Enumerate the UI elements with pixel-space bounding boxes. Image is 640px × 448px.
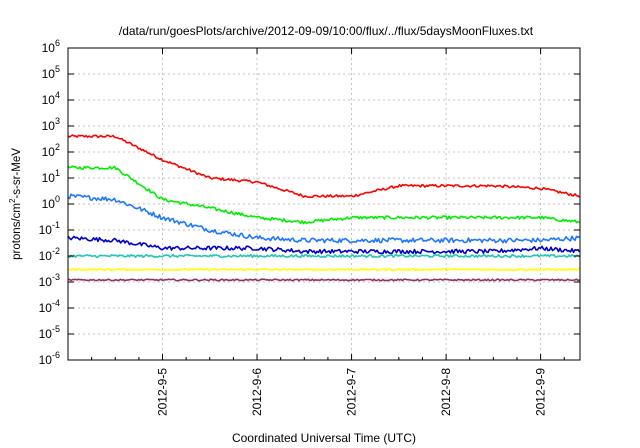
y-tick-label-exp: 5	[55, 64, 60, 74]
x-tick-label: 2012-9-9	[534, 368, 548, 416]
y-axis-label-base: protons/cm	[11, 203, 23, 260]
y-tick-label: 10-6	[39, 350, 60, 367]
y-tick-label: 10-2	[39, 246, 60, 263]
y-axis-label: protons/cm2-s-sr-MeV	[8, 148, 23, 260]
grid	[68, 48, 580, 360]
x-tick-label: 2012-9-8	[439, 368, 453, 416]
x-tick-label: 2012-9-6	[250, 368, 264, 416]
y-tick-label-base: 10	[39, 327, 53, 341]
y-tick-label-exp: -4	[52, 298, 60, 308]
chart-title: /data/run/goesPlots/archive/2012-09-09/1…	[119, 24, 534, 38]
series-line	[67, 253, 580, 259]
y-tick-label-exp: 2	[55, 142, 60, 152]
y-tick-label: 103	[42, 116, 60, 133]
y-tick-label: 106	[42, 38, 60, 55]
y-tick-label-exp: -2	[52, 246, 60, 256]
y-tick-label-base: 10	[42, 119, 56, 133]
series-line	[67, 235, 581, 255]
y-tick-label-base: 10	[39, 301, 53, 315]
series-line	[67, 165, 580, 225]
y-tick-label-exp: 6	[55, 38, 60, 48]
series-line	[67, 267, 580, 272]
y-tick-label: 101	[42, 168, 60, 185]
y-tick-label: 10-3	[39, 272, 60, 289]
y-tick-label: 102	[42, 142, 60, 159]
y-axis-label-sup: 2	[8, 198, 17, 203]
y-tick-label-exp: 1	[55, 168, 60, 178]
y-tick-label-base: 10	[42, 67, 56, 81]
y-tick-label: 104	[42, 90, 60, 107]
y-tick-label-exp: 3	[55, 116, 60, 126]
y-tick-label: 10-5	[39, 324, 60, 341]
y-tick-label-base: 10	[42, 41, 56, 55]
y-tick-label-base: 10	[39, 223, 53, 237]
y-tick-label-exp: -5	[52, 324, 60, 334]
y-tick-label-base: 10	[42, 197, 56, 211]
y-tick-label-exp: -1	[52, 220, 60, 230]
y-tick-label-exp: -6	[52, 350, 60, 360]
x-tick-label: 2012-9-5	[156, 368, 170, 416]
y-tick-label-base: 10	[39, 249, 53, 263]
y-axis-label-rest: -s-sr-MeV	[11, 148, 23, 199]
x-axis-ticks: 2012-9-5 2012-9-6 2012-9-7 2012-9-8 2012-9-9	[91, 48, 565, 416]
y-tick-label-base: 10	[42, 145, 56, 159]
y-axis-ticks: 10-610-510-410-310-210-11001011021031041…	[39, 38, 580, 367]
x-axis-label: Coordinated Universal Time (UTC)	[232, 431, 416, 445]
y-tick-label-base: 10	[39, 275, 53, 289]
y-tick-label-exp: 0	[55, 194, 60, 204]
y-tick-label: 10-1	[39, 220, 60, 237]
y-tick-label: 105	[42, 64, 60, 81]
y-tick-label-exp: -3	[52, 272, 60, 282]
series-line	[67, 134, 581, 198]
y-tick-label-base: 10	[42, 93, 56, 107]
series-lines	[67, 134, 581, 282]
series-line	[67, 193, 580, 244]
y-tick-label-base: 10	[39, 353, 53, 367]
y-tick-label-exp: 4	[55, 90, 60, 100]
y-tick-label: 100	[42, 194, 60, 211]
x-tick-label: 2012-9-7	[345, 368, 359, 416]
series-line	[67, 278, 580, 282]
y-tick-label: 10-4	[39, 298, 60, 315]
y-tick-label-base: 10	[42, 171, 56, 185]
